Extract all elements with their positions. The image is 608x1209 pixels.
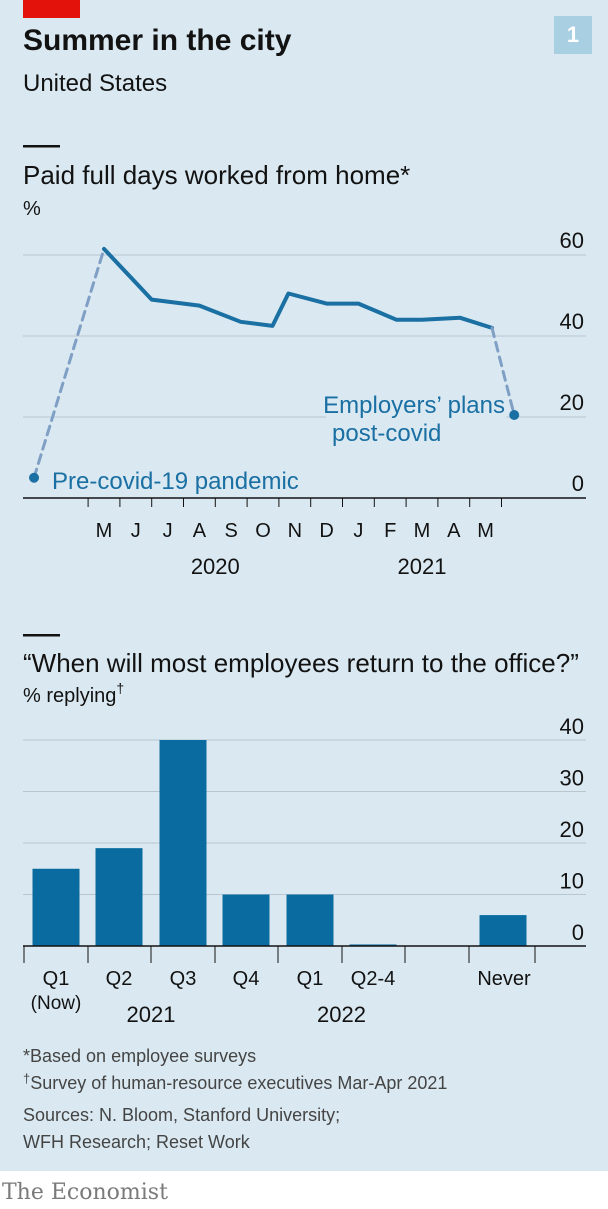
footnote-1: *Based on employee surveys	[23, 1046, 256, 1066]
footnote-2-text: Survey of human-resource executives Mar-…	[30, 1073, 447, 1093]
brand-logo: The Economist	[2, 1180, 168, 1205]
bar-x-tick-label: Never	[477, 968, 531, 990]
bar-x-tick-label: Q3	[170, 968, 197, 990]
line-series-dashed	[490, 326, 516, 417]
bar-chart-ylabel-text: % replying	[23, 685, 116, 707]
line-chart-rule	[23, 145, 60, 148]
bar-chart-ylabel-mark: †	[116, 680, 124, 696]
bar-x-tick-label: Q1	[297, 968, 324, 990]
bar-x-tick-label: Q1	[43, 968, 70, 990]
sources-line-1: Sources: N. Bloom, Stanford University;	[23, 1105, 340, 1125]
main-subtitle: United States	[23, 70, 168, 97]
bar	[286, 894, 334, 946]
line-x-tick-label: O	[255, 520, 271, 542]
charts-canvas: Paid full days worked from home* % 0 20 40…	[23, 145, 586, 1152]
chart-number-badge: 1	[554, 16, 592, 54]
line-x-tick-label: J	[163, 520, 173, 542]
line-x-group-label: 2020	[191, 554, 240, 579]
bar-chart-ylabel: % replying†	[23, 680, 124, 707]
footnote-2-mark: †	[23, 1071, 30, 1086]
bar	[222, 894, 270, 946]
line-chart-ylabel: %	[23, 198, 41, 220]
bar-x-tick-label: Q2	[106, 968, 133, 990]
post-covid-point	[509, 409, 520, 420]
footnote-2: †Survey of human-resource executives Mar…	[23, 1071, 447, 1093]
brand-red-bar	[23, 0, 80, 18]
bar	[159, 740, 207, 946]
annotation-mask	[326, 389, 506, 445]
line-x-tick-label: A	[447, 520, 461, 542]
bar	[95, 848, 143, 946]
line-y-tick-label: 40	[560, 309, 584, 334]
annotation-employers-plans: Employers’ plans	[323, 392, 505, 419]
line-y-tick-label: 20	[560, 390, 584, 415]
line-x-group-label: 2021	[398, 554, 447, 579]
bar	[479, 915, 527, 946]
bar-x-tick-note: (Now)	[31, 993, 82, 1014]
annotation-post-covid: post-covid	[332, 420, 441, 447]
line-x-tick-label: J	[353, 520, 363, 542]
bar-x-tick-label: Q2-4	[351, 968, 395, 990]
line-series-solid	[102, 246, 494, 330]
bar-chart-x-axis: Q1 (Now) Q2 Q3 Q4 Q1 Q2-4 Never 2021 2022	[23, 945, 586, 1027]
line-x-tick-label: M	[96, 520, 113, 542]
line-x-tick-label: F	[384, 520, 396, 542]
bar-chart-rule	[23, 634, 60, 637]
sources-line-2: WFH Research; Reset Work	[23, 1132, 251, 1152]
bar-y-tick-label: 40	[560, 714, 584, 739]
bar-chart-grid: 0 10 20 30 40	[23, 714, 586, 945]
bar-x-tick-label: Q4	[233, 968, 260, 990]
line-x-tick-label: M	[477, 520, 494, 542]
bar-chart-bars	[32, 740, 527, 946]
line-x-tick-label: S	[225, 520, 238, 542]
line-y-tick-label: 0	[572, 471, 584, 496]
bar-y-tick-label: 20	[560, 817, 584, 842]
pre-covid-point	[29, 472, 40, 483]
bar-y-tick-label: 30	[560, 766, 584, 791]
line-x-tick-label: M	[414, 520, 431, 542]
annotation-pre-covid: Pre-covid-19 pandemic	[52, 468, 299, 495]
line-series-dashed	[32, 247, 106, 480]
bar-x-group-label: 2021	[127, 1002, 176, 1027]
bar	[32, 868, 80, 946]
line-x-tick-label: D	[319, 520, 333, 542]
line-chart-series	[32, 246, 516, 480]
bar	[349, 944, 397, 946]
annotation-mask	[48, 464, 300, 494]
line-y-tick-label: 60	[560, 228, 584, 253]
line-x-tick-label: N	[288, 520, 302, 542]
main-title: Summer in the city	[23, 24, 292, 57]
line-chart-title: Paid full days worked from home*	[23, 160, 410, 190]
bar-y-tick-label: 10	[560, 869, 584, 894]
line-chart-annotations: Pre-covid-19 pandemic Employers’ planspos…	[29, 389, 520, 495]
line-x-tick-label: J	[131, 520, 141, 542]
bar-y-tick-label: 0	[572, 920, 584, 945]
line-chart-grid: 0 20 40 60	[23, 228, 586, 499]
line-x-tick-label: A	[193, 520, 207, 542]
bar-x-group-label: 2022	[317, 1002, 366, 1027]
chart-card	[0, 0, 608, 1171]
bar-chart-title: “When will most employees return to the …	[23, 648, 579, 678]
